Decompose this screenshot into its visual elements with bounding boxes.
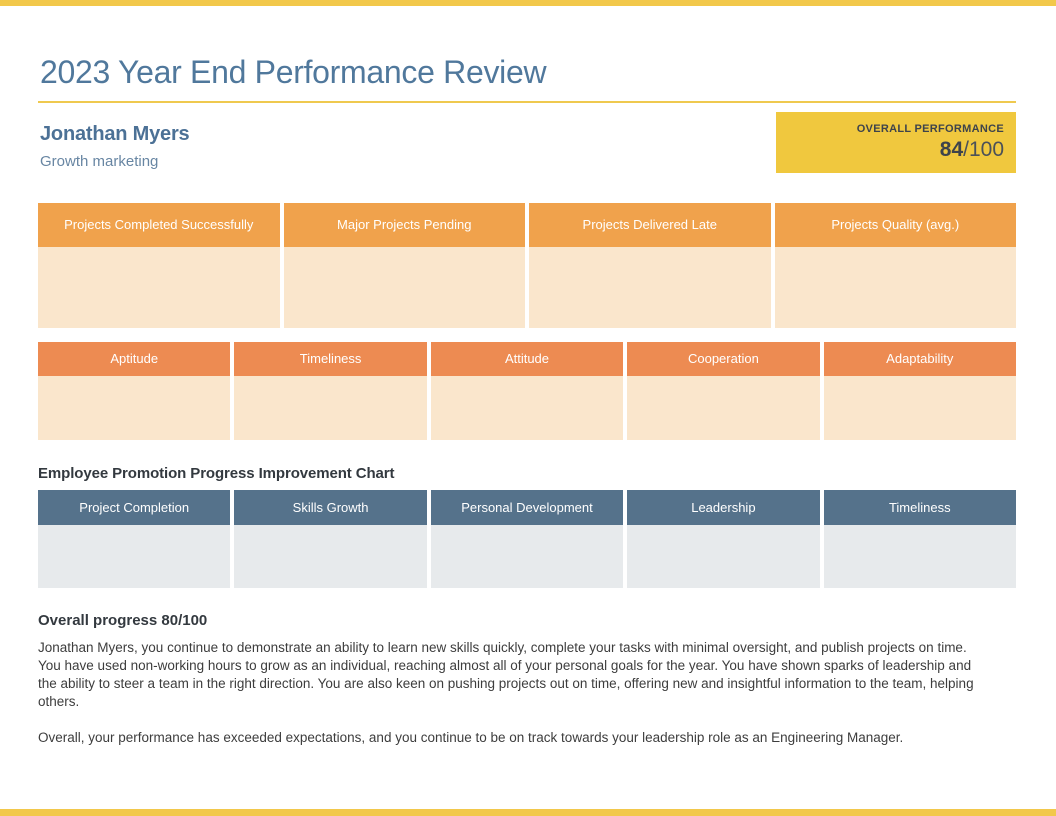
trait-card-adaptability: Adaptability — [823, 341, 1016, 440]
stat-card-header: Projects Quality (avg.) — [774, 202, 1016, 247]
promo-card-body — [38, 524, 231, 588]
promo-card-label: Timeliness — [888, 499, 951, 515]
promotion-chart-heading: Employee Promotion Progress Improvement … — [38, 464, 395, 482]
stat-card-body — [774, 246, 1016, 328]
summary-paragraph-2: Overall, your performance has exceeded e… — [38, 729, 904, 745]
employee-role: Growth marketing — [40, 152, 159, 170]
stat-card-label: Projects Delivered Late — [582, 217, 717, 232]
promo-card-header: Personal Development — [430, 489, 624, 525]
page-content: 2023 Year End Performance Review Jonatha… — [38, 0, 1016, 747]
header-row: Jonathan Myers Growth marketing OVERALL … — [38, 111, 1016, 173]
traits-row: Aptitude Timeliness Attitude Cooperation — [38, 341, 1016, 440]
promo-card-body — [234, 524, 427, 588]
trait-card-cooperation: Cooperation — [627, 341, 820, 440]
stat-card-projects-late: Projects Delivered Late — [529, 202, 771, 328]
trait-card-body — [38, 375, 231, 440]
trait-card-timeliness: Timeliness — [234, 341, 427, 440]
trait-card-attitude: Attitude — [430, 341, 624, 440]
top-accent-bar — [0, 0, 1056, 6]
trait-card-label: Adaptability — [886, 351, 954, 366]
promo-card-header: Skills Growth — [234, 489, 427, 525]
summary-paragraph-1: Jonathan Myers, you continue to demonstr… — [38, 639, 974, 709]
stat-card-header: Projects Delivered Late — [529, 202, 771, 247]
promo-card-label: Skills Growth — [292, 499, 369, 515]
promo-card-label: Leadership — [691, 499, 756, 515]
trait-card-body — [627, 375, 820, 440]
trait-card-body — [823, 375, 1016, 440]
trait-card-label: Cooperation — [687, 351, 759, 366]
score-value: 84 — [939, 137, 964, 161]
promo-card-body — [627, 524, 820, 588]
trait-card-label: Timeliness — [299, 351, 362, 366]
overall-performance-label: OVERALL PERFORMANCE — [856, 122, 1004, 135]
trait-card-header: Cooperation — [627, 341, 820, 376]
trait-card-header: Timeliness — [234, 341, 427, 376]
stat-card-body — [529, 246, 771, 328]
promo-card-skills-growth: Skills Growth — [234, 489, 427, 588]
promo-card-personal-development: Personal Development — [430, 489, 624, 588]
promo-card-header: Project Completion — [38, 489, 231, 525]
bottom-accent-bar — [0, 809, 1056, 816]
trait-card-label: Aptitude — [110, 351, 159, 366]
overall-performance-box: OVERALL PERFORMANCE 84/100 — [776, 111, 1016, 173]
promo-card-body — [430, 524, 624, 588]
stat-card-body — [283, 246, 525, 328]
stat-card-label: Projects Quality (avg.) — [831, 217, 960, 232]
stat-card-projects-pending: Major Projects Pending — [283, 202, 525, 328]
trait-card-aptitude: Aptitude — [38, 341, 231, 440]
promotion-row: Project Completion Skills Growth Persona… — [38, 489, 1016, 588]
stat-card-body — [38, 246, 280, 328]
employee-name: Jonathan Myers — [40, 122, 190, 145]
page-title: 2023 Year End Performance Review — [40, 54, 547, 90]
trait-card-header: Aptitude — [38, 341, 231, 376]
promo-card-header: Timeliness — [823, 489, 1016, 525]
stat-card-label: Projects Completed Successfully — [64, 217, 254, 232]
project-stats-row: Projects Completed Successfully Major Pr… — [38, 202, 1016, 328]
trait-card-body — [430, 375, 624, 440]
promo-card-leadership: Leadership — [627, 489, 820, 588]
promo-card-project-completion: Project Completion — [38, 489, 231, 588]
trait-card-body — [234, 375, 427, 440]
promo-card-label: Personal Development — [461, 499, 593, 515]
stat-card-header: Projects Completed Successfully — [38, 202, 280, 247]
trait-card-label: Attitude — [504, 351, 550, 366]
employee-block: Jonathan Myers Growth marketing — [38, 112, 190, 170]
title-divider — [38, 100, 1016, 103]
stat-card-projects-completed: Projects Completed Successfully — [38, 202, 280, 328]
trait-card-header: Adaptability — [823, 341, 1016, 376]
promo-card-timeliness: Timeliness — [823, 489, 1016, 588]
overall-performance-score: 84/100 — [788, 138, 1004, 161]
trait-card-header: Attitude — [430, 341, 624, 376]
stat-card-label: Major Projects Pending — [337, 217, 472, 232]
promo-card-body — [823, 524, 1016, 588]
promo-card-header: Leadership — [627, 489, 820, 525]
stat-card-projects-quality: Projects Quality (avg.) — [774, 202, 1016, 328]
score-denominator: /100 — [963, 137, 1004, 161]
overall-progress-heading: Overall progress 80/100 — [38, 611, 208, 629]
stat-card-header: Major Projects Pending — [283, 202, 525, 247]
promo-card-label: Project Completion — [79, 499, 190, 515]
